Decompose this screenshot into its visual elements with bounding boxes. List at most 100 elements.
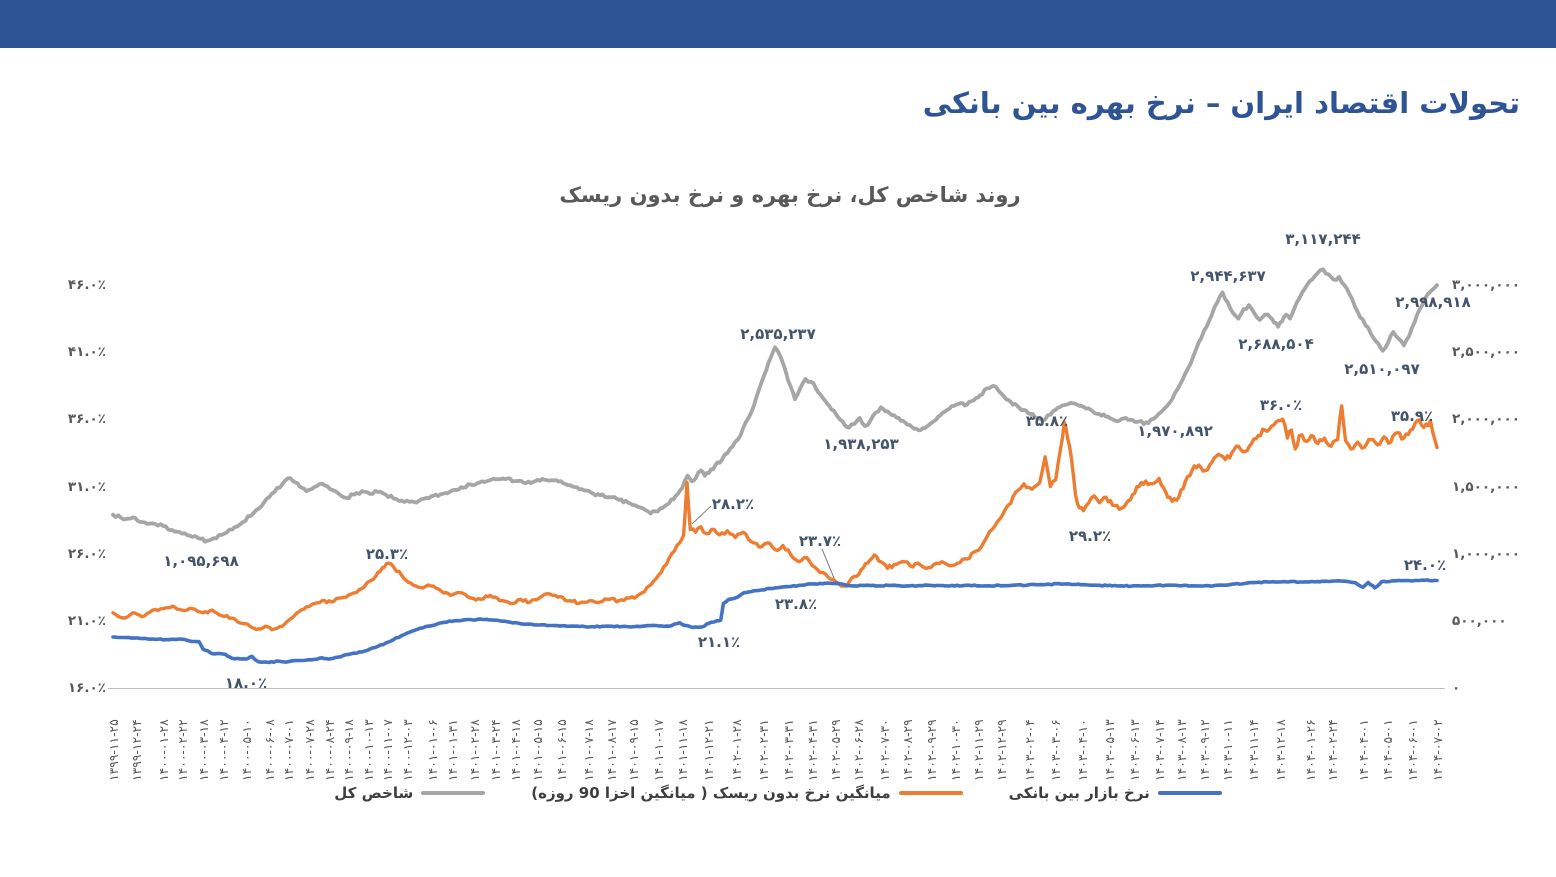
header-bar [0, 0, 1556, 48]
right-axis-tick: ۰ [1452, 680, 1461, 696]
data-label-interbank-rate: ۲۱.۱٪ [697, 633, 741, 651]
interbank-rate-line [111, 578, 1439, 665]
x-axis-tick: ۱۴۰۳-۰۸-۱۳ [1175, 719, 1190, 781]
x-axis-tick: ۱۴۰۲-۰۸-۲۹ [901, 719, 916, 781]
x-axis-tick: ۱۳۹۹-۱۱-۲۵ [107, 719, 121, 781]
annotation-leader-line [821, 548, 835, 579]
x-axis-tick: ۱۴۰۱-۱۲-۲۱ [702, 719, 717, 781]
chart-title: روند شاخص کل، نرخ بهره و نرخ بدون ریسک [559, 183, 1021, 207]
data-label-interbank-rate: ۲۳.۸٪ [774, 595, 818, 613]
legend-item-risk-free-rate: میانگین نرخ بدون ریسک ( میانگین اخزا 90 … [531, 784, 963, 802]
x-axis-tick: ۱۴۰۳-۱۱-۱۴ [1247, 719, 1262, 781]
legend-label-total-index: شاخص کل [334, 784, 414, 802]
x-axis-tick: ۱۴۰۱-۰۴-۱۸ [508, 719, 523, 781]
chart-legend: نرخ بازار بین بانکی میانگین نرخ بدون ریسک… [0, 784, 1556, 802]
data-label-interbank-rate: ۲۴.۰٪ [1403, 556, 1447, 574]
legend-swatch-risk-free-rate [898, 791, 963, 795]
x-axis-tick: ۱۴۰۱-۰۸-۱۷ [604, 719, 619, 781]
x-axis-tick: ۱۴۰۳-۰۵-۱۳ [1103, 719, 1118, 781]
left-axis-tick: ۲۱.۰٪ [67, 612, 106, 629]
x-axis-tick: ۱۴۰۲-۰۳-۳۱ [781, 719, 796, 781]
right-axis-tick: ۵۰۰,۰۰۰ [1452, 612, 1507, 629]
x-axis-tick: ۱۴۰۲-۰۷-۳۰ [878, 719, 893, 781]
x-axis-tick: ۱۴۰۰-۰۴-۱۲ [217, 719, 232, 781]
data-label-risk-free-rate: ۲۸.۲٪ [711, 495, 755, 513]
total-index-line [111, 267, 1439, 544]
data-label-total-index: ۲,۹۹۸,۹۱۸ [1395, 293, 1471, 311]
data-label-risk-free-rate: ۳۵.۹٪ [1390, 407, 1434, 425]
x-axis-tick: ۱۴۰۰-۱۱-۰۷ [380, 719, 395, 781]
x-axis-tick: ۱۴۰۴-۰۱-۲۶ [1303, 719, 1318, 781]
x-axis-tick: ۱۴۰۲-۰۹-۲۹ [924, 719, 939, 781]
x-axis-tick: ۱۴۰۰-۱۲-۰۳ [401, 719, 416, 781]
data-label-total-index: ۲,۹۴۴,۶۳۷ [1190, 267, 1266, 285]
data-label-total-index: ۲,۵۱۰,۰۹۷ [1344, 360, 1420, 378]
legend-label-interbank-rate: نرخ بازار بین بانکی [1008, 784, 1150, 802]
page-title: تحولات اقتصاد ایران – نرخ بهره بین بانکی [922, 86, 1520, 120]
risk-free-rate-line [111, 404, 1439, 632]
x-axis-tick: ۱۴۰۴-۰۶-۰۱ [1405, 719, 1420, 781]
x-axis-tick: ۱۳۹۹-۱۲-۲۴ [129, 719, 144, 781]
x-axis-tick: ۱۴۰۳-۱۲-۱۸ [1273, 719, 1288, 781]
x-axis-tick: ۱۴۰۴-۰۵-۰۱ [1381, 719, 1396, 781]
legend-swatch-interbank-rate [1157, 791, 1222, 795]
left-axis-tick: ۴۱.۰٪ [67, 344, 106, 361]
left-axis-tick: ۱۶.۰٪ [67, 680, 106, 696]
data-label-total-index: ۱,۹۷۰,۸۹۲ [1137, 422, 1213, 440]
x-axis-tick: ۱۴۰۲-۰۶-۲۸ [852, 719, 867, 781]
annotation-leader-line [691, 505, 712, 525]
data-label-risk-free-rate: ۳۶.۰٪ [1259, 396, 1303, 414]
x-axis-tick: ۱۴۰۱-۰۷-۱۸ [581, 719, 596, 781]
legend-item-total-index: شاخص کل [334, 784, 486, 802]
x-axis-tick: ۱۴۰۴-۰۷-۰۲ [1431, 719, 1445, 781]
x-axis-tick: ۱۴۰۰-۰۲-۲۲ [176, 719, 191, 781]
right-axis-tick: ۲,۰۰۰,۰۰۰ [1452, 411, 1520, 428]
left-axis-tick: ۲۶.۰٪ [67, 545, 106, 562]
left-axis-tick: ۳۱.۰٪ [67, 478, 106, 495]
right-axis-tick: ۱,۵۰۰,۰۰۰ [1452, 478, 1520, 495]
x-axis-tick: ۱۴۰۲-۱۲-۲۹ [995, 719, 1010, 781]
x-axis-tick: ۱۴۰۱-۰۱-۳۱ [445, 719, 460, 781]
x-axis-tick: ۱۴۰۳-۰۹-۱۲ [1198, 719, 1213, 781]
right-axis-tick: ۳,۰۰۰,۰۰۰ [1452, 277, 1520, 293]
legend-swatch-total-index [421, 791, 486, 795]
legend-label-risk-free-rate: میانگین نرخ بدون ریسک ( میانگین اخزا 90 … [531, 784, 891, 802]
x-axis-tick: ۱۴۰۱-۰۱-۰۶ [426, 719, 441, 781]
x-axis-tick: ۱۴۰۰-۰۵-۱۰ [239, 719, 254, 781]
data-label-risk-free-rate: ۲۳.۷٪ [798, 532, 842, 550]
x-axis-tick: ۱۴۰۰-۰۹-۱۸ [342, 719, 357, 781]
x-axis-tick: ۱۴۰۲-۰۲-۳۱ [757, 719, 772, 781]
left-axis-tick: ۳۶.۰٪ [67, 411, 106, 428]
data-label-total-index: ۲,۵۳۵,۲۳۷ [740, 325, 816, 343]
legend-item-interbank-rate: نرخ بازار بین بانکی [1009, 784, 1222, 802]
data-label-total-index: ۱,۰۹۵,۶۹۸ [163, 552, 239, 570]
x-axis-tick: ۱۴۰۰-۱۰-۱۳ [361, 719, 376, 781]
x-axis-tick: ۱۴۰۰-۰۷-۲۸ [302, 719, 317, 781]
x-axis-tick: ۱۴۰۳-۰۲-۰۴ [1022, 719, 1037, 781]
right-axis-tick: ۲,۵۰۰,۰۰۰ [1452, 344, 1520, 361]
x-axis-tick: ۱۴۰۰-۰۳-۱۸ [197, 719, 212, 781]
x-axis-tick: ۱۴۰۱-۰۹-۱۵ [626, 719, 641, 781]
left-axis-tick: ۴۶.۰٪ [67, 277, 106, 293]
data-label-risk-free-rate: ۲۹.۲٪ [1068, 527, 1112, 545]
x-axis-tick: ۱۴۰۱-۰۶-۱۵ [555, 719, 570, 781]
x-axis-tick: ۱۴۰۰-۰۶-۰۸ [262, 719, 277, 781]
data-label-risk-free-rate: ۲۵.۳٪ [365, 545, 409, 563]
x-axis-tick: ۱۴۰۲-۰۴-۳۱ [805, 719, 820, 781]
data-label-total-index: ۲,۶۸۸,۵۰۴ [1238, 335, 1314, 353]
x-axis-tick: ۱۴۰۳-۰۴-۱۰ [1076, 719, 1091, 781]
data-label-total-index: ۱,۹۳۸,۲۵۳ [823, 435, 899, 453]
x-axis-tick: ۱۴۰۴-۰۲-۲۴ [1326, 719, 1341, 781]
x-axis-tick: ۱۴۰۲-۱۰-۳۰ [949, 719, 964, 781]
x-axis-tick: ۱۴۰۱-۱۱-۱۸ [676, 719, 691, 781]
data-label-risk-free-rate: ۳۵.۸٪ [1025, 412, 1069, 430]
right-axis-tick: ۱,۰۰۰,۰۰۰ [1452, 545, 1520, 562]
x-axis-tick: ۱۴۰۱-۰۳-۲۴ [489, 719, 504, 781]
data-label-total-index: ۳,۱۱۷,۲۴۴ [1285, 230, 1361, 248]
x-axis-tick: ۱۴۰۳-۰۳-۰۶ [1048, 719, 1063, 781]
x-axis-tick: ۱۴۰۴-۰۴-۰۱ [1357, 719, 1372, 781]
x-axis-tick: ۱۴۰۰-۰۱-۲۸ [156, 719, 171, 781]
x-axis-tick: ۱۴۰۱-۱۰-۱۷ [651, 719, 666, 781]
